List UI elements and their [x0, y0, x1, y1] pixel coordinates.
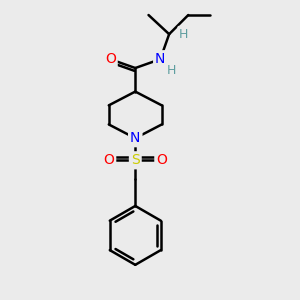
- Text: N: N: [155, 52, 166, 66]
- Text: N: N: [130, 131, 140, 145]
- Text: O: O: [156, 153, 167, 167]
- Text: H: H: [167, 64, 176, 77]
- Text: S: S: [131, 153, 140, 167]
- Text: O: O: [105, 52, 116, 66]
- Text: O: O: [103, 153, 114, 167]
- Text: H: H: [179, 28, 188, 41]
